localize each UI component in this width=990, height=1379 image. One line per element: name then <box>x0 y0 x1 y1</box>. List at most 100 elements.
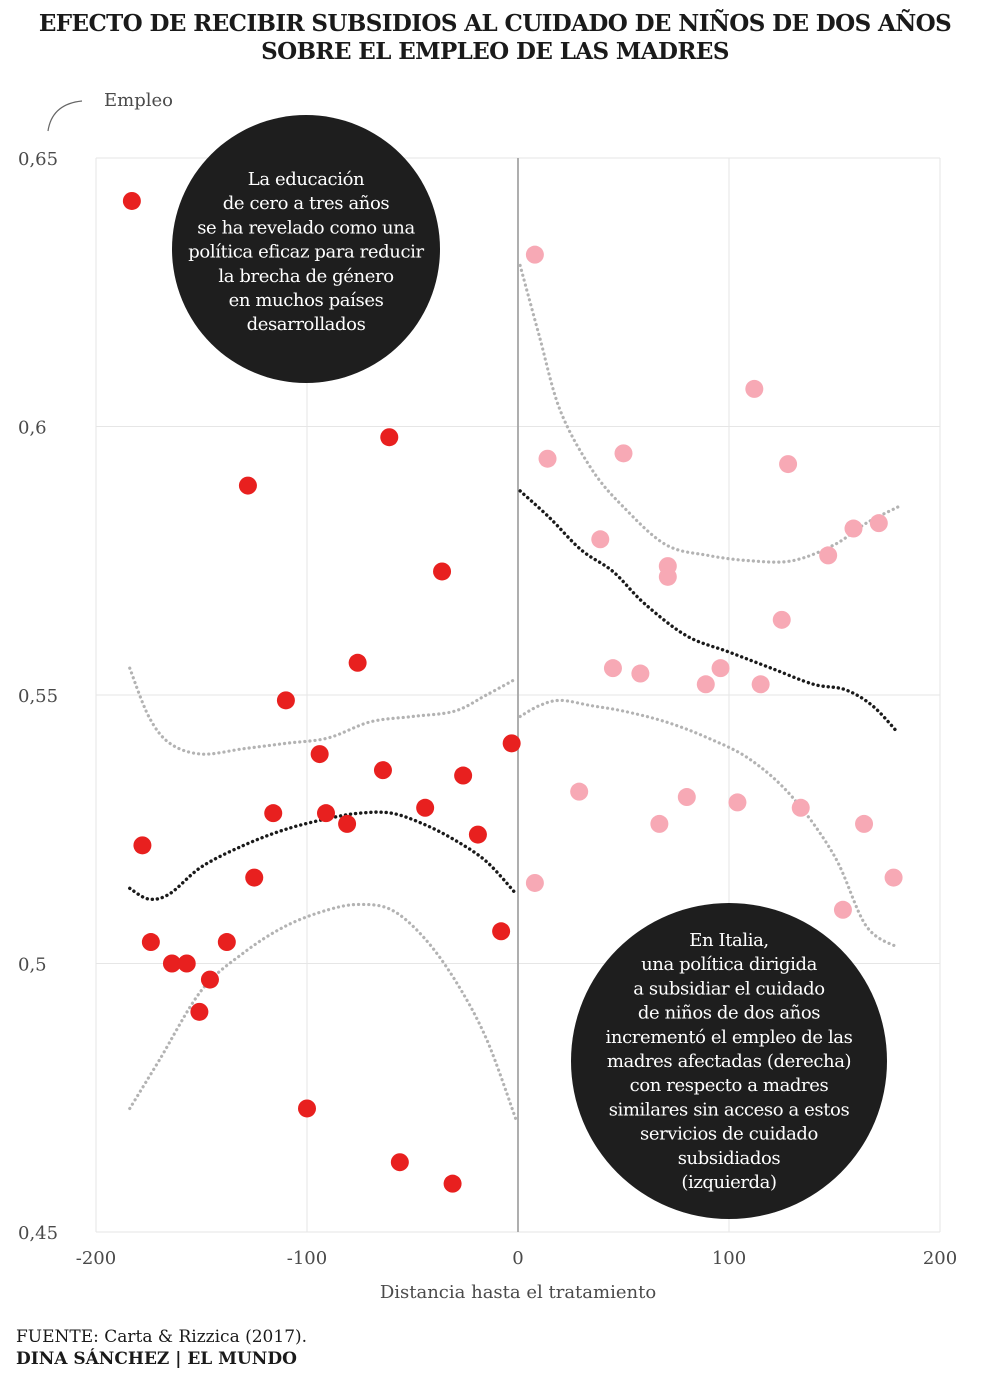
left-point-1 <box>133 836 152 855</box>
right-point-17 <box>772 610 791 629</box>
right-point-24 <box>869 514 888 533</box>
left-point-2 <box>141 933 160 952</box>
left-lower-band <box>128 902 518 1121</box>
callout-left-line-4: la brecha de género <box>218 266 393 287</box>
callout-right-line-9: subsidiados <box>678 1148 781 1169</box>
x-tick-labels: -200 -100 0 100 200 <box>76 1248 957 1269</box>
callout-right-bubble <box>571 903 887 1219</box>
right-point-19 <box>791 798 810 817</box>
x-tick-label-3: 100 <box>712 1248 746 1269</box>
x-tick-label-1: -100 <box>287 1248 327 1269</box>
left-point-21 <box>433 562 452 581</box>
right-point-15 <box>745 379 764 398</box>
left-point-6 <box>200 970 219 989</box>
left-point-4 <box>177 954 196 973</box>
right-point-21 <box>833 900 852 919</box>
right-point-4 <box>591 530 610 549</box>
left-points <box>122 191 521 1193</box>
right-point-3 <box>570 782 589 801</box>
right-point-2 <box>525 873 544 892</box>
callout-left-line-5: en muchos países <box>229 290 384 311</box>
left-point-22 <box>443 1174 462 1193</box>
callout-right-line-10: (izquierda) <box>681 1172 776 1193</box>
left-upper-band <box>128 666 518 756</box>
left-point-3 <box>162 954 181 973</box>
scatter-chart: 0,45 0,5 0,55 0,6 0,65 -200 -100 0 100 200 Emple… <box>18 90 957 1303</box>
left-point-16 <box>348 653 367 672</box>
callout-right-line-5: madres afectadas (derecha) <box>607 1051 851 1072</box>
left-fit-line <box>128 810 518 902</box>
callout-right-line-2: a subsidiar el cuidado <box>633 978 825 999</box>
right-point-8 <box>650 814 669 833</box>
left-point-25 <box>492 922 511 941</box>
callout-left: La educación de cero a tres años se ha rev… <box>172 115 440 383</box>
left-point-0 <box>122 191 141 210</box>
left-point-19 <box>390 1153 409 1172</box>
left-point-14 <box>316 804 335 823</box>
right-point-13 <box>711 659 730 678</box>
callout-left-line-3: política eficaz para reducir <box>188 242 424 263</box>
left-point-20 <box>416 798 435 817</box>
callout-right-line-3: de niños de dos años <box>638 1003 820 1024</box>
left-point-23 <box>454 766 473 785</box>
y-tick-label-3: 0,6 <box>18 418 47 439</box>
fit-lines <box>128 489 900 902</box>
left-point-8 <box>238 476 257 495</box>
callout-right-line-1: una política dirigida <box>641 954 817 975</box>
callout-left-line-0: La educación <box>248 169 365 190</box>
left-point-18 <box>380 428 399 447</box>
chart-title-line-1: EFECTO DE RECIBIR SUBSIDIOS AL CUIDADO D… <box>38 10 952 37</box>
callout-left-line-1: de cero a tres años <box>223 193 390 214</box>
chart-title: EFECTO DE RECIBIR SUBSIDIOS AL CUIDADO D… <box>0 10 990 66</box>
callout-right: En Italia, una política dirigida a subsidi… <box>571 903 887 1219</box>
y-axis-label: Empleo <box>104 90 173 111</box>
left-point-15 <box>338 814 357 833</box>
right-points <box>525 245 903 919</box>
chart-title-line-2: SOBRE EL EMPLEO DE LAS MADRES <box>261 38 729 65</box>
y-tick-label-1: 0,5 <box>18 955 47 976</box>
footer: FUENTE: Carta & Rizzica (2017). DINA SÁN… <box>16 1326 307 1370</box>
right-point-10 <box>658 567 677 586</box>
right-lower-band <box>518 698 900 949</box>
callout-right-line-0: En Italia, <box>689 930 769 951</box>
left-point-26 <box>502 734 521 753</box>
credit-line: DINA SÁNCHEZ | EL MUNDO <box>16 1349 297 1369</box>
left-point-11 <box>264 804 283 823</box>
left-point-24 <box>468 825 487 844</box>
left-point-13 <box>310 745 329 764</box>
x-tick-label-0: -200 <box>76 1248 116 1269</box>
x-axis-label: Distancia hasta el tratamiento <box>380 1282 656 1303</box>
right-point-5 <box>603 659 622 678</box>
y-tick-label-2: 0,55 <box>18 686 58 707</box>
y-tick-label-0: 0,45 <box>18 1223 58 1244</box>
right-point-0 <box>525 245 544 264</box>
right-point-14 <box>728 793 747 812</box>
source-note: FUENTE: Carta & Rizzica (2017). <box>16 1327 308 1347</box>
callout-left-line-6: desarrollados <box>247 314 366 335</box>
left-point-10 <box>276 691 295 710</box>
right-point-18 <box>779 455 798 474</box>
right-upper-band <box>518 263 900 564</box>
confidence-bands <box>128 263 900 1121</box>
right-point-23 <box>855 814 874 833</box>
y-tick-labels: 0,45 0,5 0,55 0,6 0,65 <box>18 149 58 1244</box>
callout-right-line-8: servicios de cuidado <box>640 1124 818 1145</box>
x-tick-label-4: 200 <box>923 1248 957 1269</box>
y-tick-label-4: 0,65 <box>18 149 58 170</box>
callout-left-line-2: se ha revelado como una <box>197 217 415 238</box>
right-point-22 <box>844 519 863 538</box>
right-point-7 <box>631 664 650 683</box>
right-point-1 <box>538 449 557 468</box>
callout-right-line-4: incrementó el empleo de las <box>606 1027 853 1048</box>
x-tick-label-2: 0 <box>512 1248 523 1269</box>
right-point-12 <box>696 675 715 694</box>
callout-left-bubble <box>172 115 440 383</box>
left-point-12 <box>298 1099 316 1118</box>
right-fit-line <box>518 489 900 735</box>
left-point-5 <box>190 1002 209 1021</box>
left-point-9 <box>245 868 264 887</box>
right-point-25 <box>884 868 903 887</box>
right-point-16 <box>751 675 770 694</box>
right-point-11 <box>677 788 696 807</box>
right-point-20 <box>819 546 838 565</box>
